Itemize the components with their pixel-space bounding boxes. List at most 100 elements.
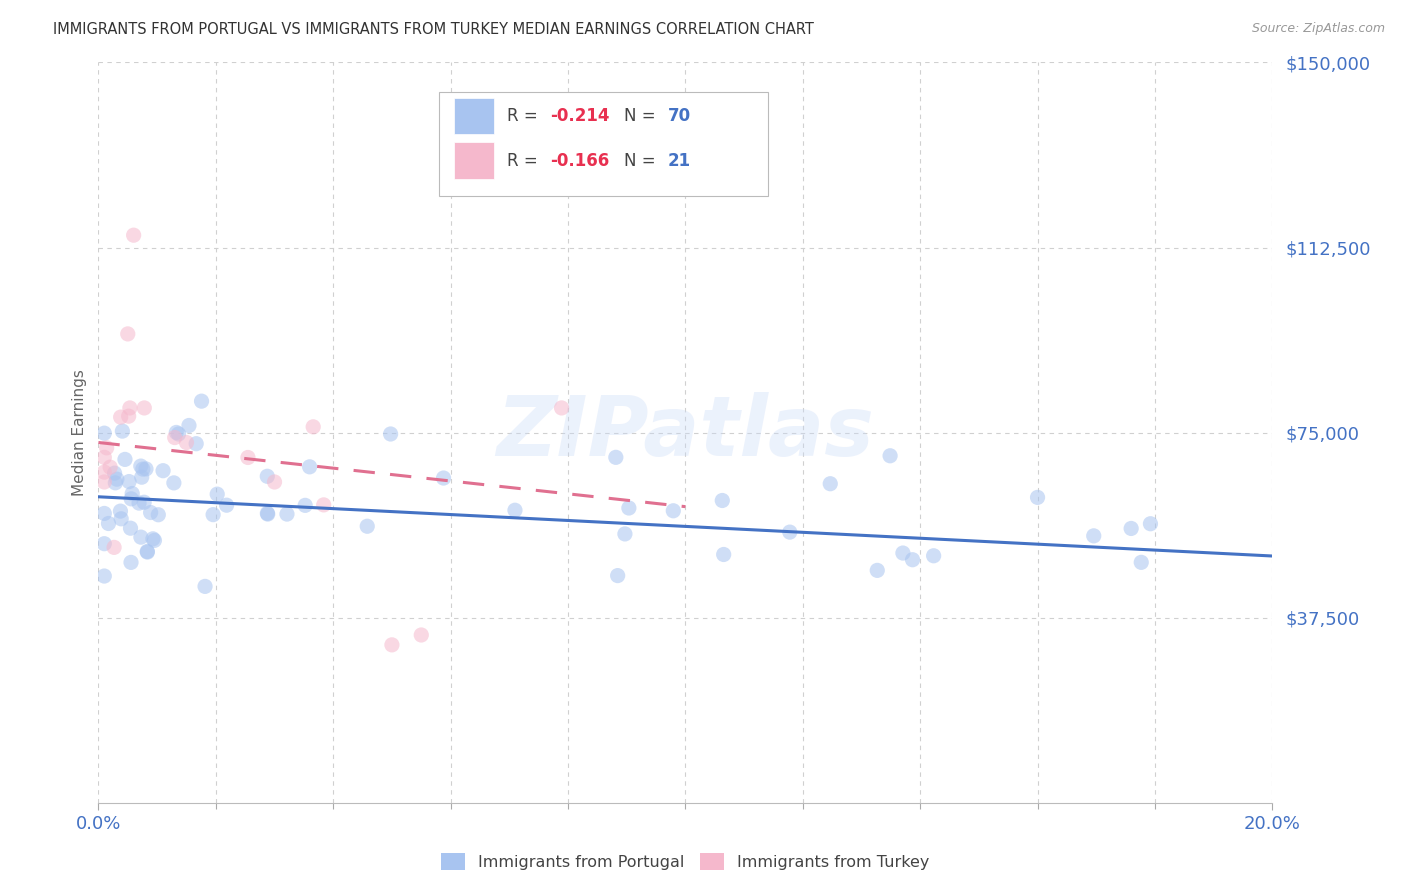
Point — [613, 527, 636, 541]
Point — [186, 436, 208, 450]
Point — [120, 521, 142, 535]
Point — [163, 475, 186, 490]
Text: N =: N = — [624, 152, 661, 169]
Point — [263, 475, 285, 489]
Point — [135, 462, 157, 476]
Point — [167, 427, 190, 442]
Point — [356, 519, 378, 533]
Point — [302, 420, 325, 434]
Point — [118, 475, 141, 489]
Point — [605, 450, 627, 465]
Point — [118, 409, 141, 424]
Point — [110, 410, 132, 425]
Point — [163, 431, 186, 445]
Point — [617, 501, 640, 516]
Point — [205, 487, 228, 501]
Point — [901, 553, 924, 567]
Point — [256, 507, 278, 521]
Point — [93, 465, 115, 479]
Point — [891, 546, 914, 560]
Point — [1130, 555, 1153, 569]
Text: 21: 21 — [668, 152, 690, 169]
Point — [120, 491, 142, 506]
Text: Source: ZipAtlas.com: Source: ZipAtlas.com — [1251, 22, 1385, 36]
Point — [97, 516, 120, 531]
Point — [139, 506, 162, 520]
Point — [550, 401, 572, 415]
Point — [96, 441, 118, 455]
Text: N =: N = — [624, 108, 661, 126]
Point — [177, 418, 200, 433]
Point — [1083, 529, 1105, 543]
Point — [110, 504, 132, 518]
Point — [93, 426, 115, 441]
FancyBboxPatch shape — [454, 143, 494, 178]
Point — [93, 569, 115, 583]
Point — [103, 466, 125, 480]
Point — [148, 508, 170, 522]
Y-axis label: Median Earnings: Median Earnings — [72, 369, 87, 496]
Point — [606, 568, 628, 582]
Point — [779, 525, 801, 540]
Point — [142, 532, 165, 546]
Point — [134, 401, 156, 415]
Point — [111, 424, 134, 438]
Point — [294, 499, 316, 513]
Point — [256, 469, 278, 483]
Point — [152, 464, 174, 478]
Text: R =: R = — [508, 108, 543, 126]
Text: R =: R = — [508, 152, 543, 169]
Point — [93, 507, 115, 521]
Point — [122, 228, 145, 243]
Point — [134, 495, 156, 509]
Point — [120, 555, 142, 569]
Text: IMMIGRANTS FROM PORTUGAL VS IMMIGRANTS FROM TURKEY MEDIAN EARNINGS CORRELATION C: IMMIGRANTS FROM PORTUGAL VS IMMIGRANTS F… — [53, 22, 814, 37]
Point — [131, 470, 153, 484]
Text: -0.214: -0.214 — [550, 108, 610, 126]
Point — [381, 638, 404, 652]
Point — [176, 435, 198, 450]
Point — [1121, 521, 1143, 535]
Point — [129, 530, 152, 544]
Legend: Immigrants from Portugal, Immigrants from Turkey: Immigrants from Portugal, Immigrants fro… — [434, 847, 936, 876]
Point — [236, 450, 259, 465]
Point — [194, 579, 217, 593]
Point — [128, 496, 150, 510]
Text: -0.166: -0.166 — [550, 152, 610, 169]
Point — [380, 427, 402, 442]
Point — [503, 503, 526, 517]
Point — [110, 512, 132, 526]
Point — [98, 460, 121, 475]
Point — [93, 475, 115, 489]
Point — [256, 506, 278, 520]
Point — [1026, 491, 1049, 505]
FancyBboxPatch shape — [454, 98, 494, 135]
Point — [114, 452, 136, 467]
Text: 70: 70 — [668, 108, 690, 126]
Point — [132, 462, 155, 476]
Point — [202, 508, 225, 522]
Point — [1139, 516, 1161, 531]
Point — [432, 471, 454, 485]
Point — [713, 548, 735, 562]
Point — [711, 493, 734, 508]
Point — [879, 449, 901, 463]
Point — [143, 533, 166, 548]
Point — [215, 498, 238, 512]
Point — [93, 537, 115, 551]
Point — [298, 459, 321, 474]
Point — [103, 541, 125, 555]
Point — [105, 472, 128, 486]
Point — [117, 326, 139, 341]
Point — [104, 475, 127, 490]
Point — [820, 476, 842, 491]
Point — [922, 549, 945, 563]
Point — [190, 394, 212, 409]
Point — [312, 498, 335, 512]
Point — [662, 504, 685, 518]
Point — [276, 507, 298, 521]
Point — [136, 545, 159, 559]
Point — [129, 459, 152, 474]
Point — [121, 486, 143, 500]
Point — [165, 425, 187, 440]
